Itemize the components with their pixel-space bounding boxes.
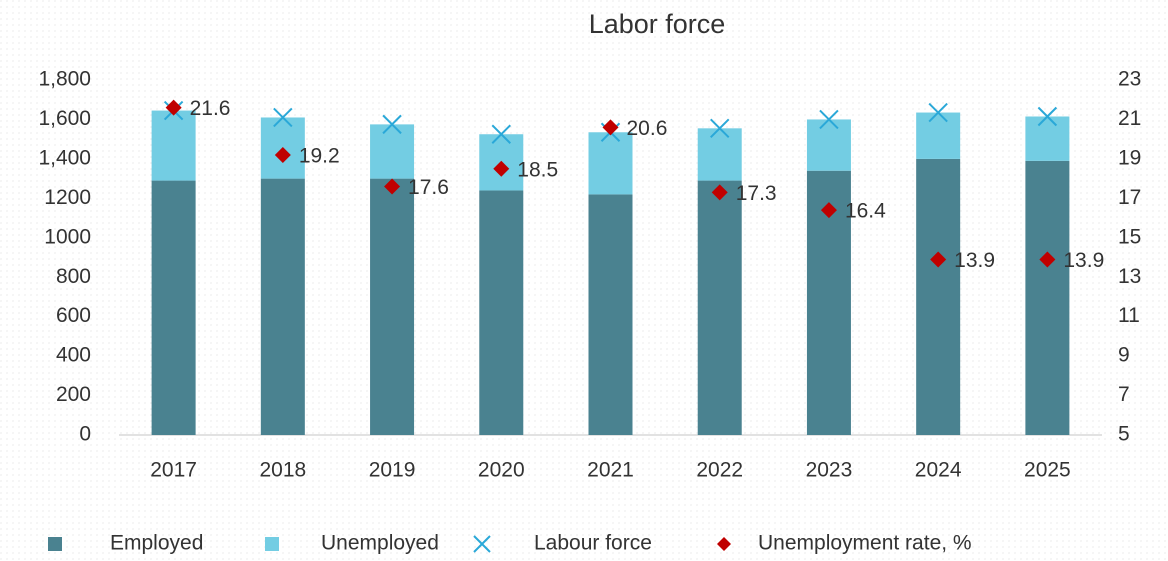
y2-tick-label: 5: [1118, 423, 1130, 446]
rate-marker: [820, 202, 837, 219]
legend-label: Labour force: [534, 532, 652, 555]
labour-force-marker: [273, 107, 293, 128]
y2-tick-label: 13: [1118, 265, 1141, 288]
bar: [1025, 160, 1070, 435]
data-label: 19.2: [299, 144, 340, 167]
chart-title: Labor force: [589, 9, 726, 39]
x-tick-label: 2025: [1024, 459, 1071, 482]
y2-tick-label: 11: [1118, 304, 1140, 327]
legend-label: Unemployment rate, %: [758, 532, 972, 555]
bar: [697, 180, 742, 435]
y-tick-label: 1,400: [38, 146, 91, 169]
data-label: 21.6: [190, 97, 231, 120]
bar: [916, 112, 961, 159]
y-tick-label: 0: [79, 423, 91, 446]
x-tick-label: 2024: [915, 459, 962, 482]
y-tick-label: 600: [56, 304, 91, 327]
rate-marker: [930, 251, 947, 268]
data-label: 13.9: [1063, 249, 1104, 272]
legend-swatch: [473, 535, 491, 553]
data-label: 20.6: [627, 117, 668, 140]
y-tick-label: 1000: [44, 225, 91, 248]
y2-tick-label: 21: [1118, 107, 1141, 130]
legend-swatch: [265, 537, 279, 551]
y2-tick-label: 17: [1118, 186, 1141, 209]
bar: [588, 132, 633, 195]
y-tick-label: 400: [56, 344, 91, 367]
y-tick-label: 800: [56, 265, 91, 288]
labour-force-marker: [491, 124, 511, 144]
data-label: 17.6: [408, 176, 449, 199]
rate-marker: [493, 160, 510, 177]
x-tick-label: 2018: [259, 459, 306, 482]
bar: [479, 190, 524, 435]
x-tick-label: 2020: [478, 459, 525, 482]
bar: [588, 194, 633, 435]
rate-marker: [711, 184, 728, 201]
rate-marker: [602, 119, 619, 136]
y-tick-label: 1200: [44, 186, 91, 209]
labour-force-marker: [710, 118, 730, 139]
x-tick-label: 2019: [369, 459, 416, 482]
rate-marker: [384, 178, 401, 195]
x-tick-label: 2022: [696, 459, 743, 482]
labour-force-marker: [382, 114, 402, 135]
rate-marker: [165, 99, 182, 116]
y2-tick-label: 19: [1118, 146, 1141, 169]
bar: [370, 178, 415, 435]
y2-tick-label: 15: [1118, 225, 1141, 248]
data-label: 13.9: [954, 249, 995, 272]
x-tick-label: 2021: [587, 459, 634, 482]
y2-tick-label: 9: [1118, 344, 1130, 367]
y-tick-label: 1,800: [38, 68, 91, 91]
labour-force-marker: [928, 102, 948, 123]
rate-marker: [274, 146, 291, 163]
bar: [370, 124, 415, 179]
bar: [260, 178, 305, 435]
y-tick-label: 1,600: [38, 107, 91, 130]
x-tick-label: 2017: [150, 459, 197, 482]
y-tick-label: 200: [56, 383, 91, 406]
y2-tick-label: 7: [1118, 383, 1130, 406]
bar: [1025, 116, 1070, 161]
data-label: 17.3: [736, 182, 777, 205]
rate-marker: [1039, 251, 1056, 268]
bar: [806, 119, 851, 171]
bar: [151, 110, 196, 181]
data-label: 16.4: [845, 200, 886, 223]
legend-swatch: [717, 537, 731, 551]
labour-force-marker: [819, 109, 839, 130]
bar: [916, 158, 961, 435]
labour-force-marker: [1037, 106, 1058, 127]
legend-label: Unemployed: [321, 532, 439, 555]
y2-tick-label: 23: [1118, 68, 1141, 91]
bar: [151, 180, 196, 435]
data-label: 18.5: [517, 158, 558, 181]
legend-label: Employed: [110, 532, 203, 555]
x-tick-label: 2023: [806, 459, 853, 482]
legend-swatch: [48, 537, 62, 551]
bar: [697, 128, 742, 181]
